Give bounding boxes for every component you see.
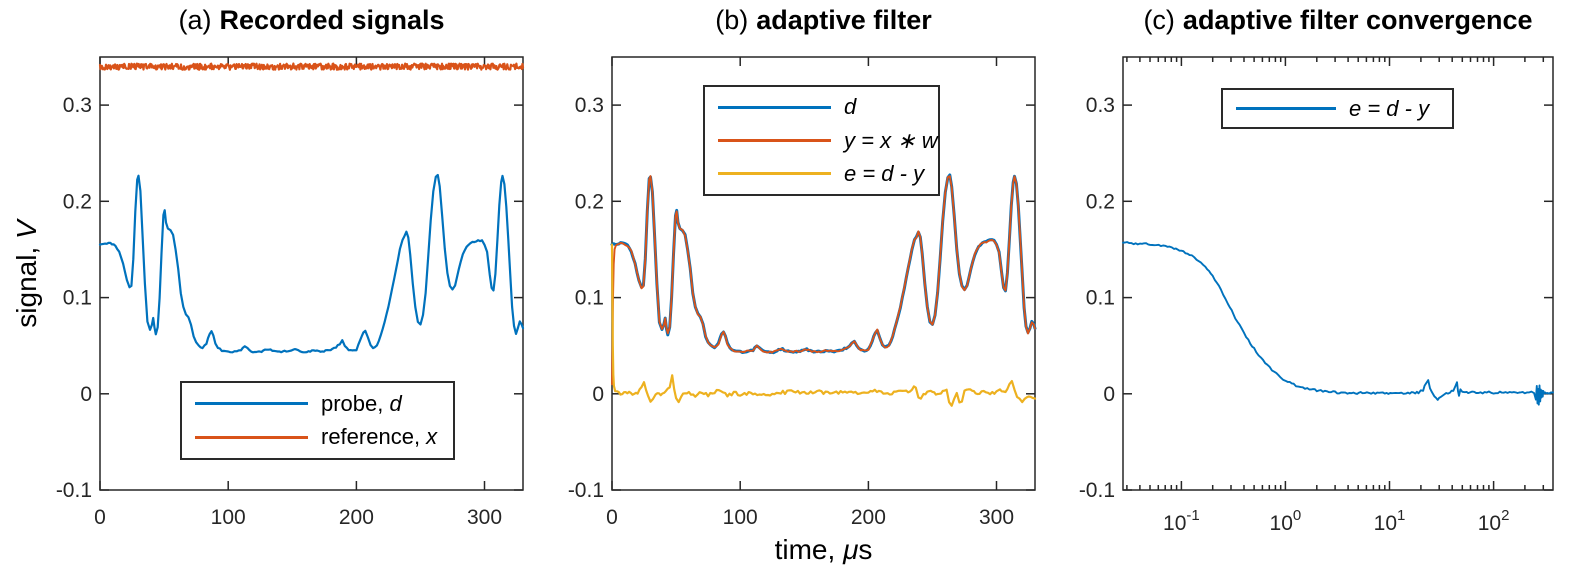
legend-line-e	[718, 172, 831, 176]
legend-c: e = d - y	[1221, 88, 1454, 129]
svg-text:-0.1: -0.1	[56, 479, 92, 502]
y-axis-label-prefix: signal,	[11, 238, 42, 328]
legend-line-d	[718, 105, 831, 109]
legend-c-item-e: e = d - y	[1236, 96, 1452, 122]
legend-label-probe: probe, d	[321, 390, 402, 416]
svg-text:10-1: 10-1	[1163, 507, 1200, 535]
svg-text:100: 100	[1270, 507, 1302, 535]
x-axis-label: time, μs	[612, 534, 1035, 566]
x-axis-label-prefix: time,	[774, 534, 844, 565]
panel-c-title: (c) adaptive filter convergence	[1123, 5, 1553, 41]
legend-line-e-convergence	[1236, 107, 1336, 110]
svg-text:0.2: 0.2	[1086, 190, 1115, 213]
svg-text:0.3: 0.3	[1086, 94, 1115, 117]
legend-line-y	[718, 139, 831, 142]
svg-text:0: 0	[1103, 383, 1115, 406]
svg-text:0.1: 0.1	[575, 287, 604, 310]
panel-b-title-text: adaptive filter	[756, 5, 932, 35]
legend-b-item-e: e = d - y	[718, 161, 938, 187]
legend-a-item-reference: reference, x	[195, 424, 453, 450]
svg-text:0.3: 0.3	[575, 94, 604, 117]
svg-text:200: 200	[339, 506, 374, 529]
legend-line-probe	[195, 402, 308, 406]
svg-text:200: 200	[851, 506, 886, 529]
panel-b-tag: (b)	[715, 5, 749, 35]
legend-b-item-y: y = x ∗ w	[718, 128, 938, 154]
svg-text:0: 0	[94, 506, 106, 529]
legend-b: d y = x ∗ w e = d - y	[703, 85, 940, 196]
y-axis-label-var: V	[11, 220, 42, 239]
svg-text:-0.1: -0.1	[1079, 479, 1115, 502]
panel-a-title-text: Recorded signals	[219, 5, 445, 35]
legend-label-reference: reference, x	[321, 424, 438, 450]
legend-label-e-convergence: e = d - y	[1349, 95, 1430, 121]
panel-a-title: (a) Recorded signals	[100, 5, 523, 41]
legend-label-y: y = x ∗ w	[844, 127, 938, 153]
legend-line-reference	[195, 435, 308, 439]
svg-text:0.1: 0.1	[63, 287, 92, 310]
svg-text:101: 101	[1374, 507, 1406, 535]
svg-text:0: 0	[592, 383, 604, 406]
svg-text:0.2: 0.2	[575, 190, 604, 213]
legend-a: probe, d reference, x	[180, 381, 455, 460]
panel-b-title: (b) adaptive filter	[612, 5, 1035, 41]
svg-text:100: 100	[723, 506, 758, 529]
panel-c-title-text: adaptive filter convergence	[1182, 5, 1533, 35]
legend-label-d: d	[844, 94, 857, 120]
legend-b-item-d: d	[718, 94, 938, 120]
svg-text:0: 0	[80, 383, 92, 406]
svg-text:0.3: 0.3	[63, 94, 92, 117]
svg-text:0.2: 0.2	[63, 190, 92, 213]
svg-text:100: 100	[211, 506, 246, 529]
svg-text:300: 300	[979, 506, 1014, 529]
panel-c-tag: (c)	[1143, 5, 1175, 35]
x-axis-label-var: μ	[843, 534, 859, 565]
svg-text:300: 300	[467, 506, 502, 529]
panel-a-tag: (a)	[178, 5, 212, 35]
svg-text:-0.1: -0.1	[568, 479, 604, 502]
x-axis-label-suffix: s	[858, 534, 873, 565]
svg-text:102: 102	[1478, 507, 1510, 535]
svg-text:0.1: 0.1	[1086, 287, 1115, 310]
legend-a-item-probe: probe, d	[195, 391, 453, 417]
svg-text:0: 0	[606, 506, 618, 529]
legend-label-e: e = d - y	[844, 160, 925, 186]
